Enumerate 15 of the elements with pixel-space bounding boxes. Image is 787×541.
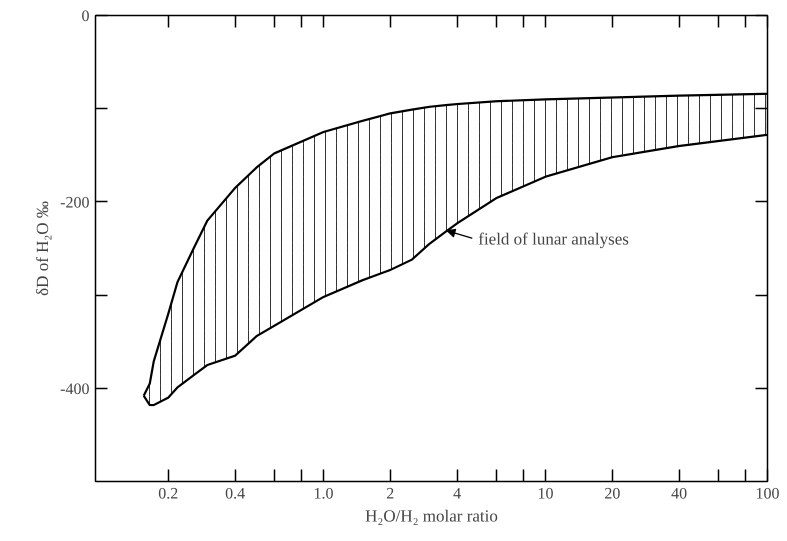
y-tick-label: -200: [60, 194, 90, 212]
x-tick-label: 0.4: [225, 486, 246, 502]
x-tick-label: 4: [453, 486, 462, 502]
x-tick-label: 20: [604, 486, 620, 502]
x-tick-label: 2: [386, 486, 394, 502]
x-axis-title: H₂O/H₂ molar ratio: [365, 506, 498, 526]
x-tick-label: 40: [671, 486, 688, 502]
y-axis-title: δD of H₂O ‰: [33, 201, 52, 296]
x-tick-label: 100: [756, 486, 780, 502]
x-tick-label: 10: [537, 486, 554, 502]
x-tick-label: 0.2: [158, 486, 178, 502]
y-tick-label: -400: [60, 380, 90, 398]
y-tick-label: 0: [82, 8, 90, 25]
x-tick-label: 1.0: [313, 486, 334, 502]
annotation: field of lunar analyses: [478, 229, 629, 248]
